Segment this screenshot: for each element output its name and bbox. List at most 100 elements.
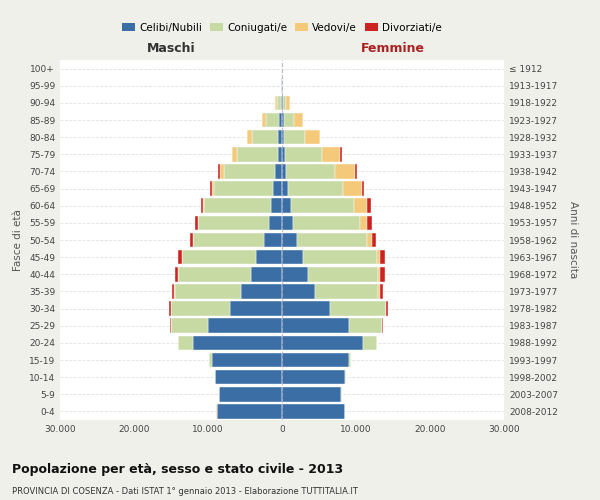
- Bar: [286, 96, 290, 110]
- Bar: [378, 267, 380, 281]
- Bar: [217, 404, 282, 418]
- Bar: [282, 164, 286, 178]
- Bar: [241, 284, 282, 298]
- Bar: [209, 352, 212, 368]
- Text: Femmine: Femmine: [361, 42, 425, 55]
- Bar: [256, 250, 282, 264]
- Bar: [281, 96, 282, 110]
- Bar: [335, 164, 355, 178]
- Bar: [200, 198, 203, 213]
- Bar: [343, 182, 362, 196]
- Bar: [284, 130, 305, 144]
- Bar: [224, 164, 275, 178]
- Bar: [282, 96, 283, 110]
- Bar: [282, 182, 288, 196]
- Bar: [282, 336, 364, 350]
- Text: Maschi: Maschi: [146, 42, 196, 55]
- Bar: [278, 147, 282, 162]
- Bar: [349, 318, 382, 333]
- Bar: [237, 147, 278, 162]
- Bar: [285, 147, 322, 162]
- Bar: [171, 302, 230, 316]
- Bar: [175, 267, 178, 281]
- Bar: [380, 284, 383, 298]
- Bar: [367, 232, 371, 248]
- Bar: [297, 232, 367, 248]
- Bar: [172, 284, 175, 298]
- Bar: [291, 198, 354, 213]
- Bar: [378, 284, 380, 298]
- Bar: [377, 250, 380, 264]
- Bar: [364, 336, 377, 350]
- Bar: [203, 198, 204, 213]
- Bar: [303, 250, 377, 264]
- Bar: [284, 112, 294, 128]
- Bar: [367, 216, 371, 230]
- Legend: Celibi/Nubili, Coniugati/e, Vedovi/e, Divorziati/e: Celibi/Nubili, Coniugati/e, Vedovi/e, Di…: [118, 18, 446, 36]
- Bar: [293, 216, 360, 230]
- Bar: [282, 147, 285, 162]
- Bar: [178, 250, 182, 264]
- Bar: [340, 147, 341, 162]
- Bar: [282, 387, 341, 402]
- Bar: [279, 112, 282, 128]
- Bar: [269, 216, 282, 230]
- Bar: [282, 250, 303, 264]
- Bar: [282, 198, 291, 213]
- Bar: [219, 387, 282, 402]
- Bar: [215, 370, 282, 384]
- Bar: [193, 336, 282, 350]
- Bar: [230, 302, 282, 316]
- Bar: [210, 182, 212, 196]
- Bar: [282, 302, 330, 316]
- Bar: [386, 302, 388, 316]
- Bar: [212, 182, 214, 196]
- Bar: [382, 318, 383, 333]
- Bar: [175, 284, 241, 298]
- Bar: [262, 112, 266, 128]
- Bar: [190, 232, 193, 248]
- Bar: [271, 198, 282, 213]
- Bar: [294, 112, 303, 128]
- Bar: [371, 232, 376, 248]
- Bar: [171, 318, 208, 333]
- Bar: [330, 302, 386, 316]
- Bar: [282, 130, 284, 144]
- Y-axis label: Anni di nascita: Anni di nascita: [568, 202, 578, 278]
- Bar: [178, 336, 193, 350]
- Bar: [208, 318, 282, 333]
- Bar: [220, 164, 224, 178]
- Bar: [195, 216, 197, 230]
- Bar: [253, 130, 278, 144]
- Bar: [286, 164, 335, 178]
- Bar: [277, 96, 281, 110]
- Bar: [380, 267, 385, 281]
- Bar: [349, 352, 351, 368]
- Bar: [380, 250, 385, 264]
- Bar: [182, 250, 256, 264]
- Bar: [305, 130, 320, 144]
- Bar: [282, 318, 349, 333]
- Bar: [316, 284, 378, 298]
- Bar: [178, 267, 251, 281]
- Bar: [282, 112, 284, 128]
- Bar: [308, 267, 378, 281]
- Bar: [322, 147, 340, 162]
- Bar: [263, 232, 282, 248]
- Bar: [282, 284, 316, 298]
- Bar: [232, 147, 237, 162]
- Bar: [345, 370, 346, 384]
- Y-axis label: Fasce di età: Fasce di età: [13, 209, 23, 271]
- Bar: [278, 130, 282, 144]
- Bar: [275, 164, 282, 178]
- Bar: [360, 216, 367, 230]
- Bar: [212, 352, 282, 368]
- Bar: [197, 216, 199, 230]
- Bar: [282, 216, 293, 230]
- Bar: [199, 216, 269, 230]
- Bar: [282, 370, 345, 384]
- Bar: [283, 96, 286, 110]
- Bar: [362, 182, 364, 196]
- Bar: [204, 198, 271, 213]
- Bar: [193, 232, 263, 248]
